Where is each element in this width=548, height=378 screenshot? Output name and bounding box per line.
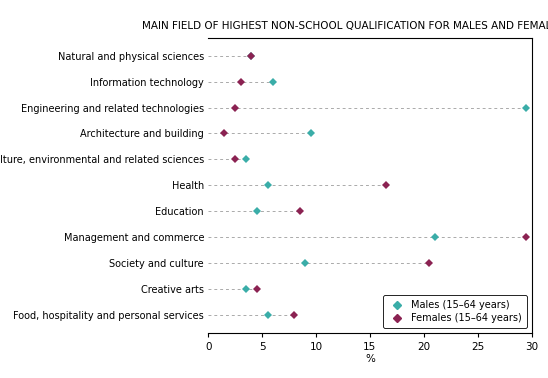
Legend: Males (15–64 years), Females (15–64 years): Males (15–64 years), Females (15–64 year… xyxy=(383,295,527,328)
Title: MAIN FIELD OF HIGHEST NON-SCHOOL QUALIFICATION FOR MALES AND FEMALES, 2013: MAIN FIELD OF HIGHEST NON-SCHOOL QUALIFI… xyxy=(142,22,548,31)
X-axis label: %: % xyxy=(365,355,375,364)
